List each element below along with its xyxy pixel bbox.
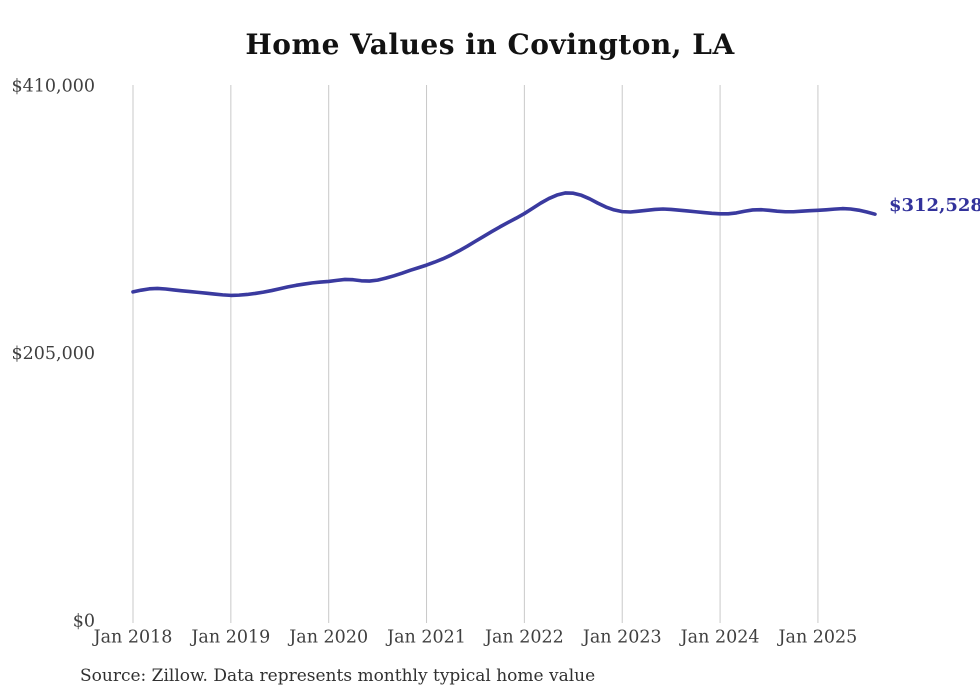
home-values-line-chart: Jan 2018 Jan 2019 Jan 2020 Jan 2021 Jan 2022… (11, 77, 980, 648)
source-note: Source: Zillow. Data represents monthly … (80, 666, 596, 686)
home-value-series-line (131, 191, 877, 298)
y-axis-label-205000: $205,000 (11, 344, 95, 364)
chart-title: Home Values in Covington, LA (245, 28, 735, 61)
end-value-label: $312,528 (889, 195, 980, 216)
x-axis-label-jan-2024: Jan 2024 (679, 628, 760, 648)
x-axis-label-jan-2025: Jan 2025 (777, 628, 858, 648)
y-axis-label-0: $0 (73, 612, 95, 632)
x-axis-label-jan-2022: Jan 2022 (483, 628, 564, 648)
x-axis-label-jan-2021: Jan 2021 (385, 628, 466, 648)
y-axis-label-410000: $410,000 (11, 77, 95, 97)
x-axis-label-jan-2020: Jan 2020 (287, 628, 368, 648)
x-axis-label-jan-2019: Jan 2019 (189, 628, 270, 648)
x-axis-label-jan-2023: Jan 2023 (581, 628, 662, 648)
x-axis-label-jan-2018: Jan 2018 (92, 628, 173, 648)
